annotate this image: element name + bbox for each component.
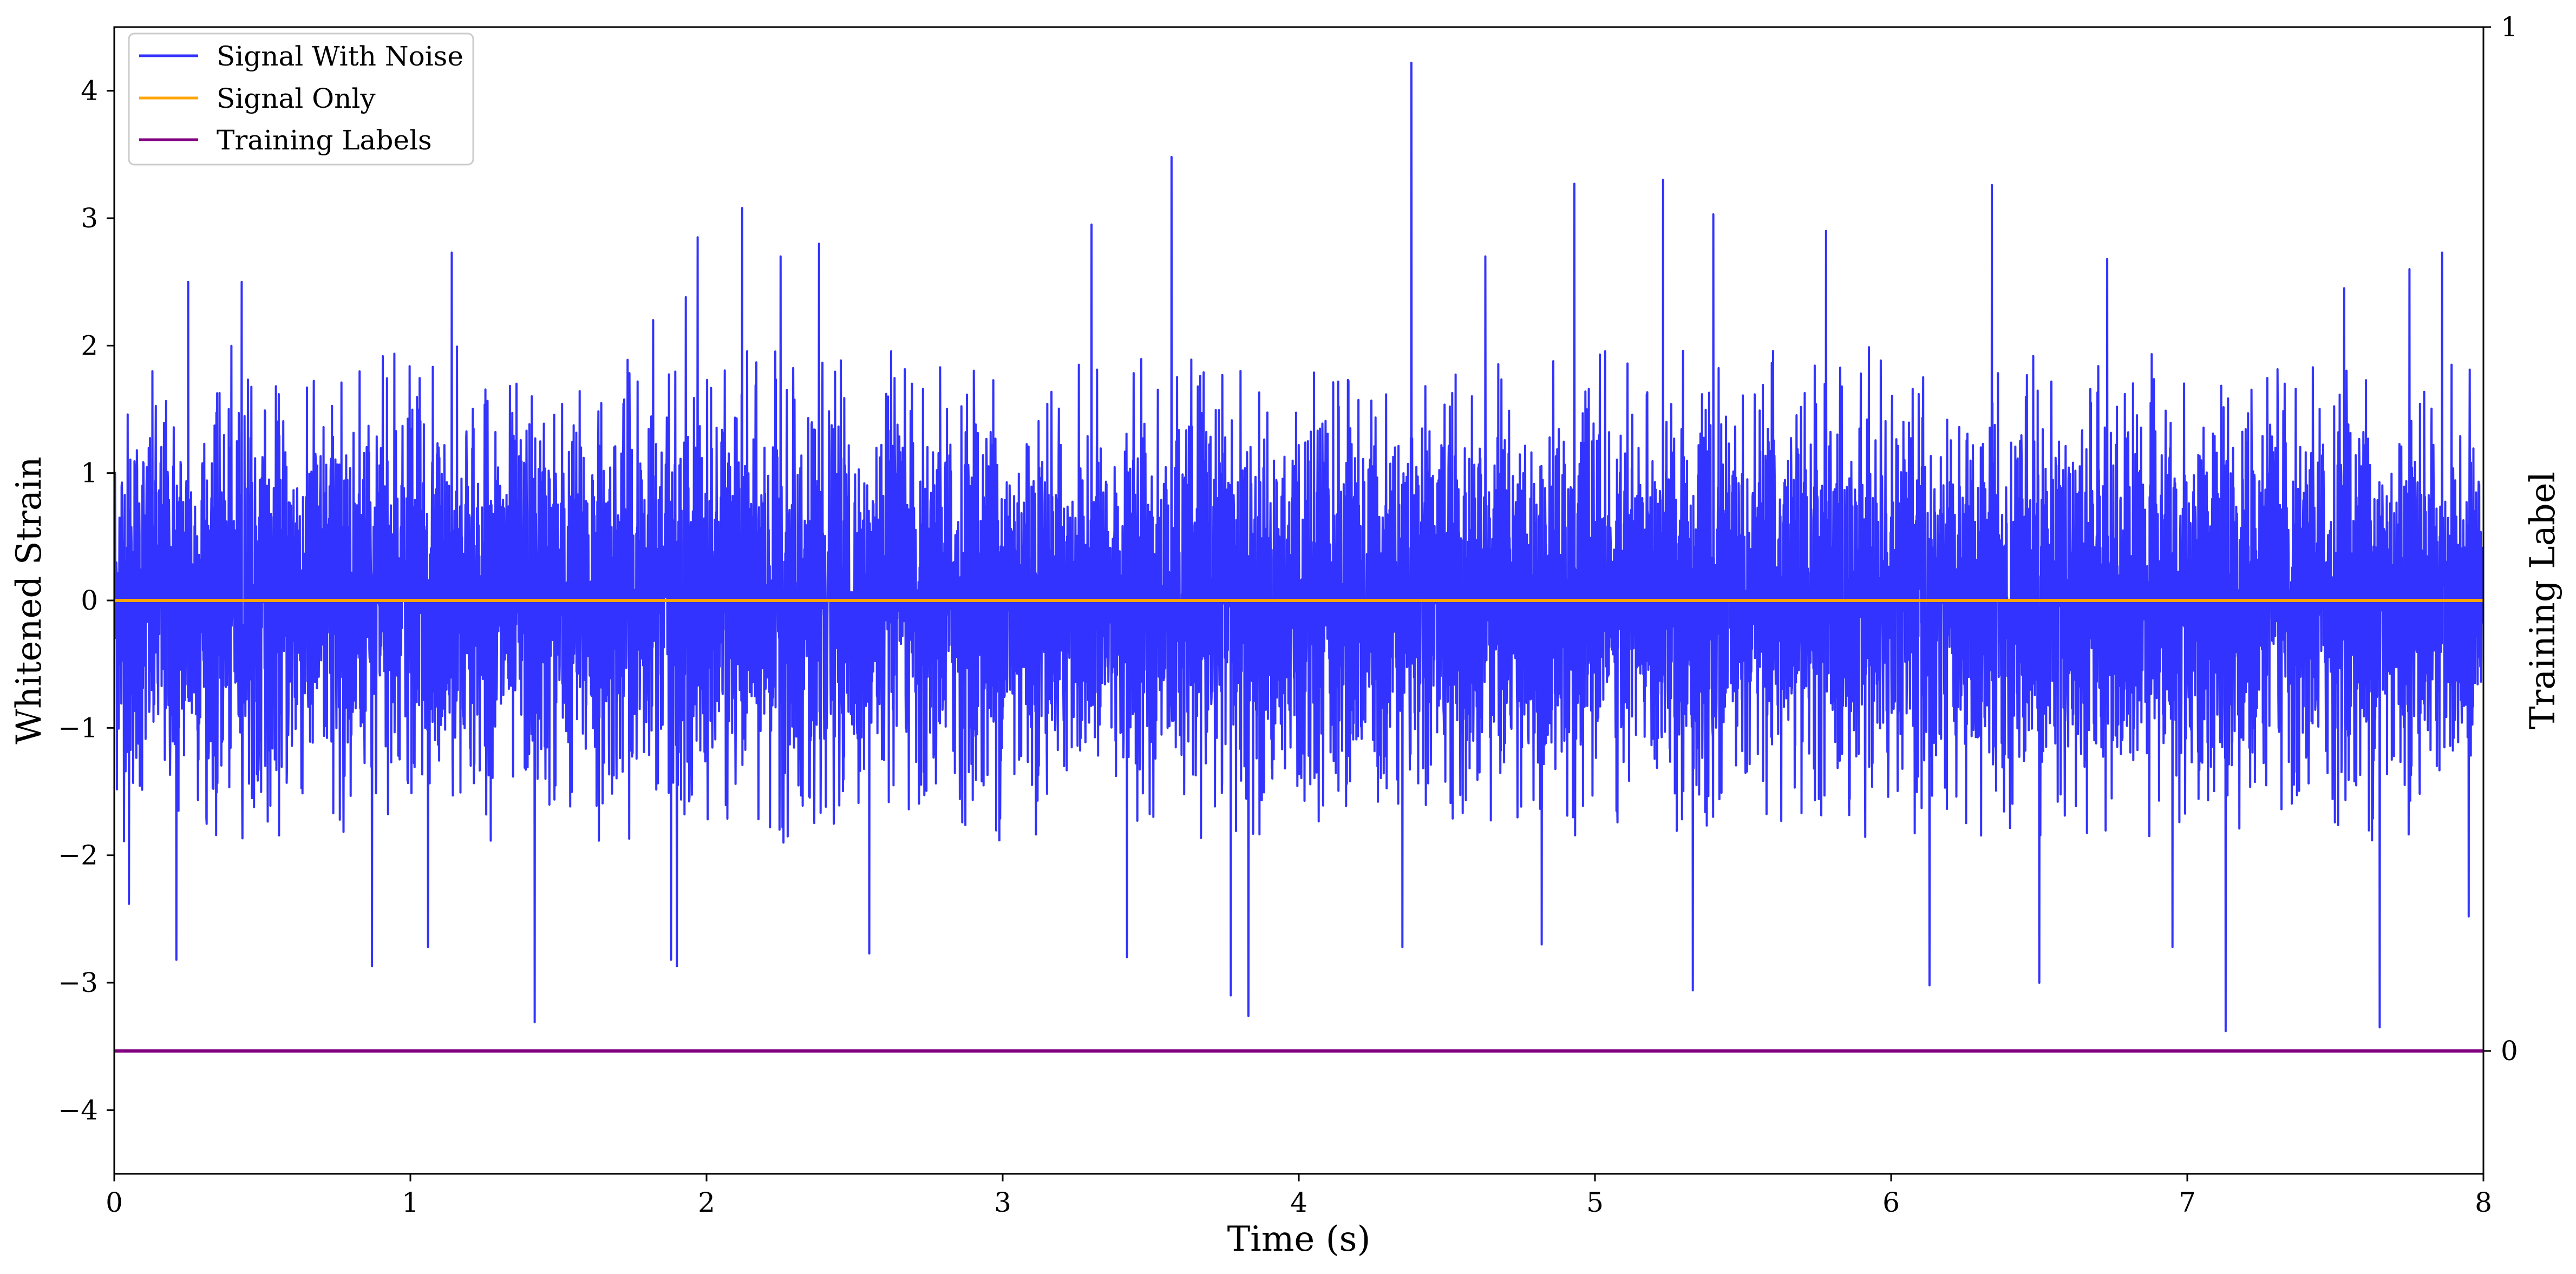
y-tick-label: −3 [58,967,98,998]
x-tick-label: 6 [1882,1187,1900,1218]
x-tick-label: 7 [2179,1187,2196,1218]
y-tick-label: 2 [81,330,98,361]
y-tick-label: −4 [58,1094,98,1126]
y-axis-label: Whitened Strain [9,456,49,744]
y-tick-label: 1 [81,458,98,489]
legend-label-training-labels: Training Labels [217,125,432,156]
x-tick-label: 3 [994,1187,1011,1218]
y-tick-label: −1 [58,712,98,743]
y-tick-label: 0 [81,585,98,616]
x-tick-label: 8 [2475,1187,2492,1218]
x-tick-label: 0 [106,1187,123,1218]
legend-box [128,32,474,166]
x-axis: 0 1 2 3 4 5 6 7 8 [106,1174,2492,1218]
legend-label-signal-only: Signal Only [217,83,376,114]
x-tick-label: 5 [1586,1187,1604,1218]
y-tick-label: −2 [58,840,98,871]
y-axis-left: −4 −3 −2 −1 0 1 2 3 4 [58,75,114,1126]
y2-tick-label: 1 [2501,11,2518,43]
legend: Signal With Noise Signal Only Training L… [128,32,474,166]
x-tick-label: 2 [698,1187,715,1218]
plot-area [114,61,2483,1053]
legend-label-signal-with-noise: Signal With Noise [217,41,463,72]
x-axis-label: Time (s) [1227,1219,1371,1259]
x-tick-label: 4 [1290,1187,1307,1218]
y-tick-label: 4 [81,75,98,107]
x-tick-label: 1 [402,1187,419,1218]
y2-tick-label: 0 [2501,1035,2518,1067]
y-tick-label: 3 [81,202,98,234]
y2-axis-label: Training Label [2523,472,2563,729]
series-line-signal-with-noise [114,61,2483,1033]
y-axis-right: 01 [2483,11,2518,1067]
